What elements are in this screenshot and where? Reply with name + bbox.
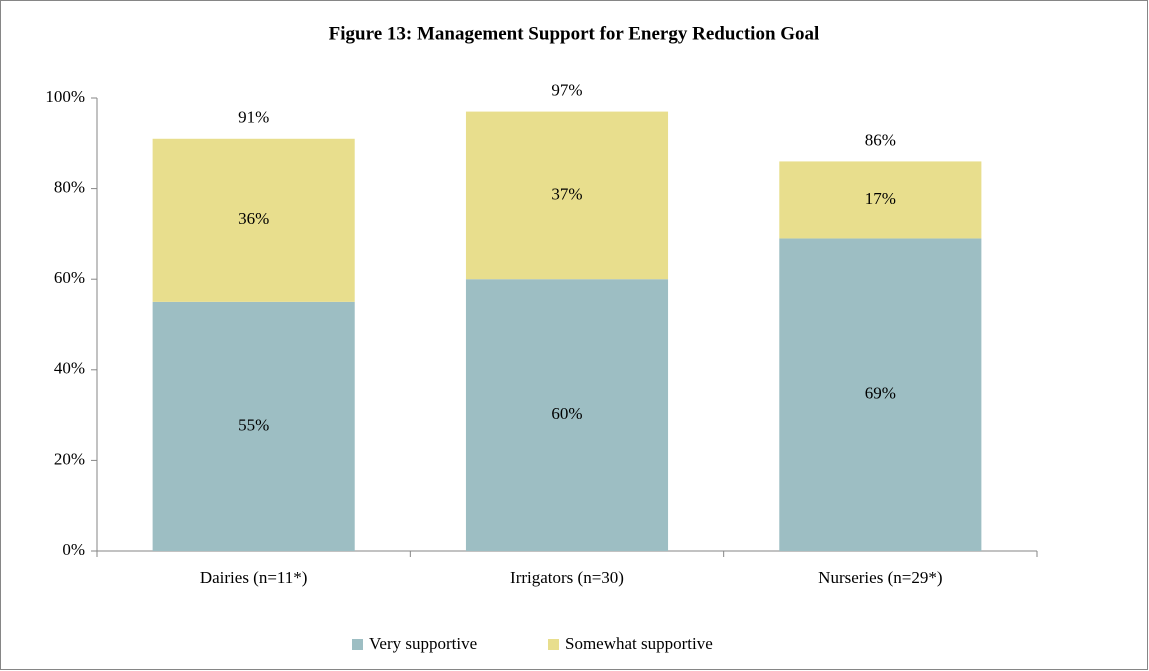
chart-title: Figure 13: Management Support for Energy… [329, 23, 820, 44]
data-label: 55% [238, 415, 269, 434]
x-tick-label: Irrigators (n=30) [510, 568, 624, 587]
data-label: 60% [551, 404, 582, 423]
bar-segment [779, 238, 982, 551]
bar-segment [152, 301, 355, 551]
total-label: 91% [238, 108, 269, 127]
x-tick-label: Nurseries (n=29*) [818, 568, 942, 587]
bar-segment [465, 279, 669, 551]
y-tick-label: 40% [54, 359, 85, 378]
y-tick-label: 60% [54, 268, 85, 287]
bar-segment [152, 138, 355, 302]
data-label: 36% [238, 209, 269, 228]
legend-label: Somewhat supportive [565, 634, 713, 653]
y-tick-label: 20% [54, 449, 85, 468]
bar-segment [465, 111, 669, 280]
legend-label: Very supportive [369, 634, 477, 653]
y-tick-label: 80% [54, 178, 85, 197]
legend-swatch [352, 639, 363, 650]
total-label: 86% [865, 130, 896, 149]
legend-swatch [548, 639, 559, 650]
x-tick-label: Dairies (n=11*) [200, 568, 308, 587]
total-label: 97% [551, 80, 582, 99]
y-tick-label: 0% [62, 540, 85, 559]
y-tick-label: 100% [45, 87, 85, 106]
data-label: 37% [551, 184, 582, 203]
data-label: 17% [865, 189, 896, 208]
data-label: 69% [865, 384, 896, 403]
bar-segment [779, 161, 982, 239]
